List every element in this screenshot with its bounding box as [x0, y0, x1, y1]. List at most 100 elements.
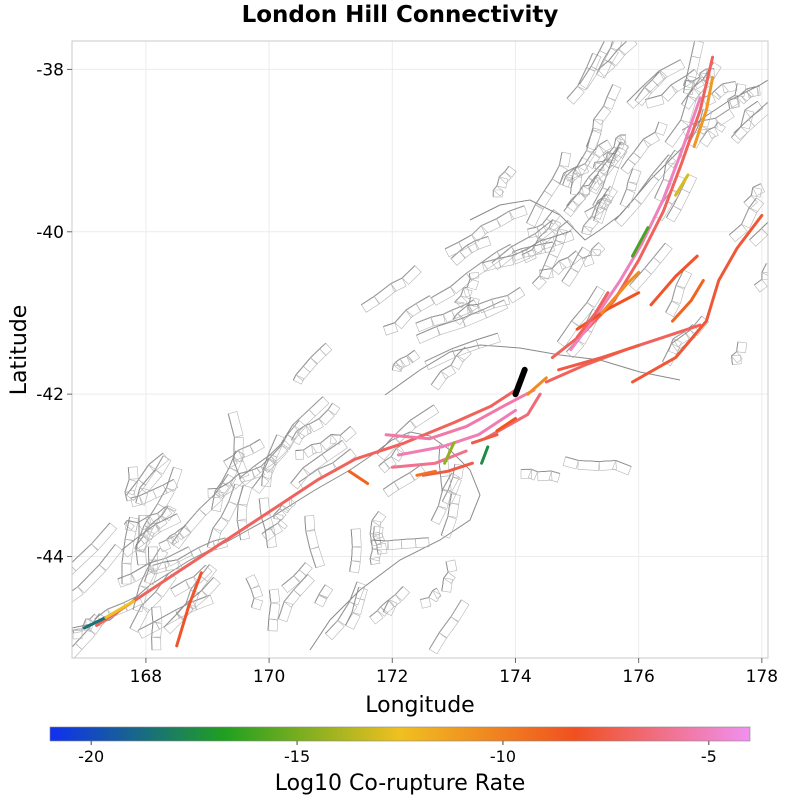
fault-surface [436, 317, 466, 336]
fault-surface [577, 67, 596, 91]
fault-surface [430, 370, 449, 391]
fault-surface [207, 488, 220, 499]
fault-surface [447, 476, 462, 495]
fault-surface [148, 452, 170, 473]
fault-surface [269, 439, 292, 462]
fault-surface [527, 468, 538, 481]
fault-surface [748, 102, 768, 127]
fault-surface [399, 355, 411, 368]
fault-surface [740, 109, 755, 130]
fault-surface [428, 589, 442, 603]
rupture-segment [674, 173, 690, 197]
fault-surface [471, 225, 488, 242]
fault-surface [538, 227, 556, 245]
rupture-segment [692, 76, 715, 148]
fault-surface [551, 164, 568, 184]
fault-surface [480, 218, 501, 235]
fault-surface [752, 183, 765, 196]
fault-surface [707, 126, 719, 139]
gridlines [72, 41, 768, 658]
fault-surface [753, 278, 768, 293]
fault-surface [139, 469, 163, 494]
fault-surface [166, 466, 183, 492]
fault-surface [327, 402, 341, 416]
fault-surface [212, 516, 229, 535]
fault-surface [308, 418, 324, 433]
fault-surface [319, 342, 333, 356]
x-tick-label: 174 [499, 667, 531, 687]
fault-surface [584, 206, 600, 221]
fault-surface [277, 519, 288, 530]
rupture-segment [557, 343, 641, 372]
x-tick-label: 170 [253, 667, 285, 687]
fault-surface [559, 151, 572, 168]
fault-surface [610, 141, 630, 162]
fault-surface [658, 59, 686, 80]
y-axis-ticks: -38 -40 -42 -44 [36, 60, 72, 568]
rupture-segment [443, 441, 456, 465]
fault-surface [165, 546, 194, 567]
fault-surface [394, 585, 411, 602]
fault-surface [460, 287, 473, 300]
fault-surface [780, 200, 797, 216]
rupture-segment [390, 449, 468, 469]
fault-surface [369, 548, 382, 562]
fault-surface [603, 47, 619, 65]
fault-surface [571, 302, 595, 328]
fault-surface [304, 515, 316, 532]
fault-surface [567, 250, 583, 265]
fault-surface [699, 68, 712, 82]
fault-surface [491, 295, 511, 309]
fault-surface [461, 309, 487, 327]
fault-surface [177, 524, 192, 539]
fault-surface [619, 188, 636, 209]
fault-surface [565, 168, 581, 184]
fault-surface [699, 129, 716, 148]
fault-surface [602, 185, 618, 203]
rupture-segment [415, 469, 437, 477]
fault-surface [201, 576, 221, 597]
rupture-segment [384, 388, 536, 441]
fault-surface [468, 297, 480, 308]
fault-surface [511, 249, 531, 265]
x-axis-label: Longitude [365, 693, 474, 718]
fault-surface [135, 534, 149, 553]
fault-surface [268, 434, 286, 458]
rupture-segment [175, 571, 203, 648]
fault-surface [233, 437, 244, 462]
fault-surface [409, 404, 440, 429]
fault-surface [268, 602, 281, 621]
fault-surface [295, 449, 305, 460]
fault-surface [72, 543, 99, 572]
fault-surface [581, 254, 595, 268]
fault-surface [383, 322, 399, 336]
fault-surface [332, 448, 357, 471]
fault-surface [551, 260, 567, 276]
fault-surface [237, 444, 254, 459]
fault-surface [430, 505, 447, 525]
fault-surface [251, 475, 270, 494]
fault-surface [731, 351, 743, 364]
fault-surface [590, 242, 606, 257]
fault-surface [456, 346, 472, 363]
fault-surface [148, 546, 159, 561]
fault-surface [264, 528, 277, 549]
fault-surface [233, 457, 250, 479]
y-tick-label: -40 [36, 223, 64, 243]
rupture-segment [104, 599, 136, 619]
fault-surface [463, 286, 470, 298]
fault-surface [632, 138, 651, 159]
fault-surface [681, 87, 701, 110]
fault-surface [534, 219, 559, 242]
fault-surface [561, 267, 579, 287]
fault-surface [563, 165, 582, 182]
rupture-segment [480, 445, 490, 465]
fault-surface [432, 587, 442, 599]
fault-surface [77, 564, 107, 594]
fault-surface [466, 303, 480, 315]
fault-surface [591, 200, 607, 220]
fault-surface [135, 549, 148, 566]
fault-surface [559, 172, 573, 188]
fault-surface [670, 75, 691, 94]
fault-surface [606, 84, 622, 102]
